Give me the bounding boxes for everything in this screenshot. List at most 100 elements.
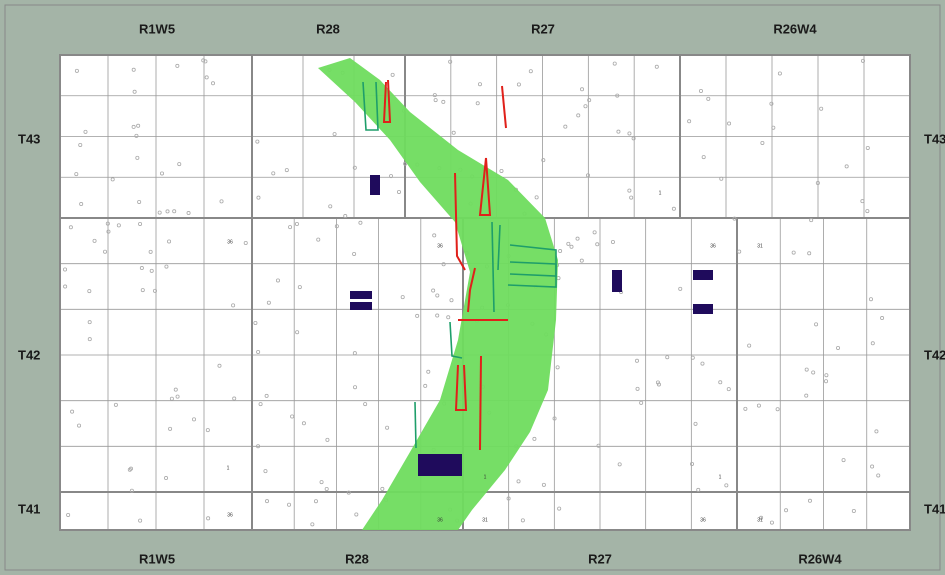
well-dot bbox=[192, 417, 197, 422]
well-dot bbox=[152, 288, 157, 293]
well-dot bbox=[165, 209, 170, 214]
well-dot bbox=[617, 462, 622, 467]
lease-block bbox=[350, 291, 372, 299]
well-dot bbox=[727, 121, 732, 126]
well-path bbox=[478, 157, 492, 216]
well-dot bbox=[865, 145, 870, 150]
well-dot bbox=[313, 499, 318, 504]
well-dot bbox=[258, 402, 263, 407]
well-dot bbox=[580, 87, 585, 92]
range-label: R28 bbox=[316, 21, 340, 36]
well-dot bbox=[528, 69, 533, 74]
well-dot bbox=[346, 490, 351, 495]
well-dot bbox=[157, 210, 162, 215]
well-dot bbox=[815, 180, 820, 185]
section-number: 36 bbox=[437, 517, 443, 523]
well-dot bbox=[415, 313, 420, 318]
well-dot bbox=[836, 345, 841, 350]
well-dot bbox=[265, 499, 270, 504]
well-dot bbox=[105, 221, 110, 226]
well-dot bbox=[288, 225, 293, 230]
well-dot bbox=[352, 351, 357, 356]
well-dot bbox=[718, 380, 723, 385]
well-dot bbox=[534, 195, 539, 200]
well-dot bbox=[775, 407, 780, 412]
well-dot bbox=[807, 251, 812, 256]
well-dot bbox=[784, 508, 789, 513]
well-dot bbox=[566, 241, 571, 246]
well-dot bbox=[865, 209, 870, 214]
well-dot bbox=[868, 297, 873, 302]
well-dot bbox=[541, 158, 546, 163]
well-dot bbox=[426, 369, 431, 374]
section-number: 1 bbox=[659, 190, 662, 196]
well-dot bbox=[441, 99, 446, 104]
well-dot bbox=[138, 221, 143, 226]
well-dot bbox=[814, 322, 819, 327]
well-dot bbox=[587, 98, 592, 103]
well-path bbox=[497, 224, 501, 271]
well-dot bbox=[131, 67, 136, 72]
township-label: T43 bbox=[18, 131, 40, 146]
well-dot bbox=[266, 300, 271, 305]
well-dot bbox=[396, 189, 401, 194]
well-dot bbox=[631, 136, 636, 141]
well-dot bbox=[173, 387, 178, 392]
well-dot bbox=[140, 288, 145, 293]
well-dot bbox=[79, 202, 84, 207]
well-dot bbox=[777, 71, 782, 76]
well-dot bbox=[432, 93, 437, 98]
well-dot bbox=[671, 206, 676, 211]
township-label: T43 bbox=[924, 131, 945, 146]
well-dot bbox=[400, 295, 405, 300]
well-path bbox=[479, 355, 482, 451]
well-dot bbox=[687, 119, 692, 124]
well-dot bbox=[726, 387, 731, 392]
well-dot bbox=[615, 93, 620, 98]
well-dot bbox=[175, 63, 180, 68]
well-dot bbox=[596, 443, 601, 448]
well-dot bbox=[700, 361, 705, 366]
well-dot bbox=[819, 106, 824, 111]
well-path bbox=[362, 81, 379, 131]
section-number: 36 bbox=[227, 512, 233, 518]
section-number: 31 bbox=[757, 517, 763, 523]
township-label: T42 bbox=[924, 347, 945, 362]
well-dot bbox=[516, 479, 521, 484]
well-path bbox=[467, 267, 476, 313]
well-dot bbox=[732, 216, 737, 221]
section-number: 36 bbox=[437, 243, 443, 249]
well-dot bbox=[287, 502, 292, 507]
well-dot bbox=[769, 101, 774, 106]
well-dot bbox=[441, 262, 446, 267]
well-dot bbox=[301, 421, 306, 426]
well-dot bbox=[576, 113, 581, 118]
well-dot bbox=[586, 173, 591, 178]
well-dot bbox=[627, 131, 632, 136]
well-dot bbox=[169, 396, 174, 401]
well-dot bbox=[294, 221, 299, 226]
well-dot bbox=[203, 59, 208, 64]
well-dot bbox=[363, 402, 368, 407]
well-dot bbox=[769, 520, 774, 525]
well-dot bbox=[449, 298, 454, 303]
well-path bbox=[491, 221, 495, 313]
well-dot bbox=[164, 264, 169, 269]
section-number: 1 bbox=[227, 465, 230, 471]
well-dot bbox=[103, 249, 108, 254]
township-label: T42 bbox=[18, 347, 40, 362]
well-dot bbox=[656, 382, 661, 387]
well-dot bbox=[635, 386, 640, 391]
well-dot bbox=[77, 423, 82, 428]
well-dot bbox=[78, 142, 83, 147]
well-dot bbox=[243, 241, 248, 246]
well-dot bbox=[435, 313, 440, 318]
well-dot bbox=[131, 124, 136, 129]
well-dot bbox=[217, 363, 222, 368]
well-dot bbox=[654, 64, 659, 69]
lease-blocks bbox=[350, 175, 713, 476]
well-dot bbox=[423, 383, 428, 388]
well-dot bbox=[205, 428, 210, 433]
well-dot bbox=[295, 330, 300, 335]
